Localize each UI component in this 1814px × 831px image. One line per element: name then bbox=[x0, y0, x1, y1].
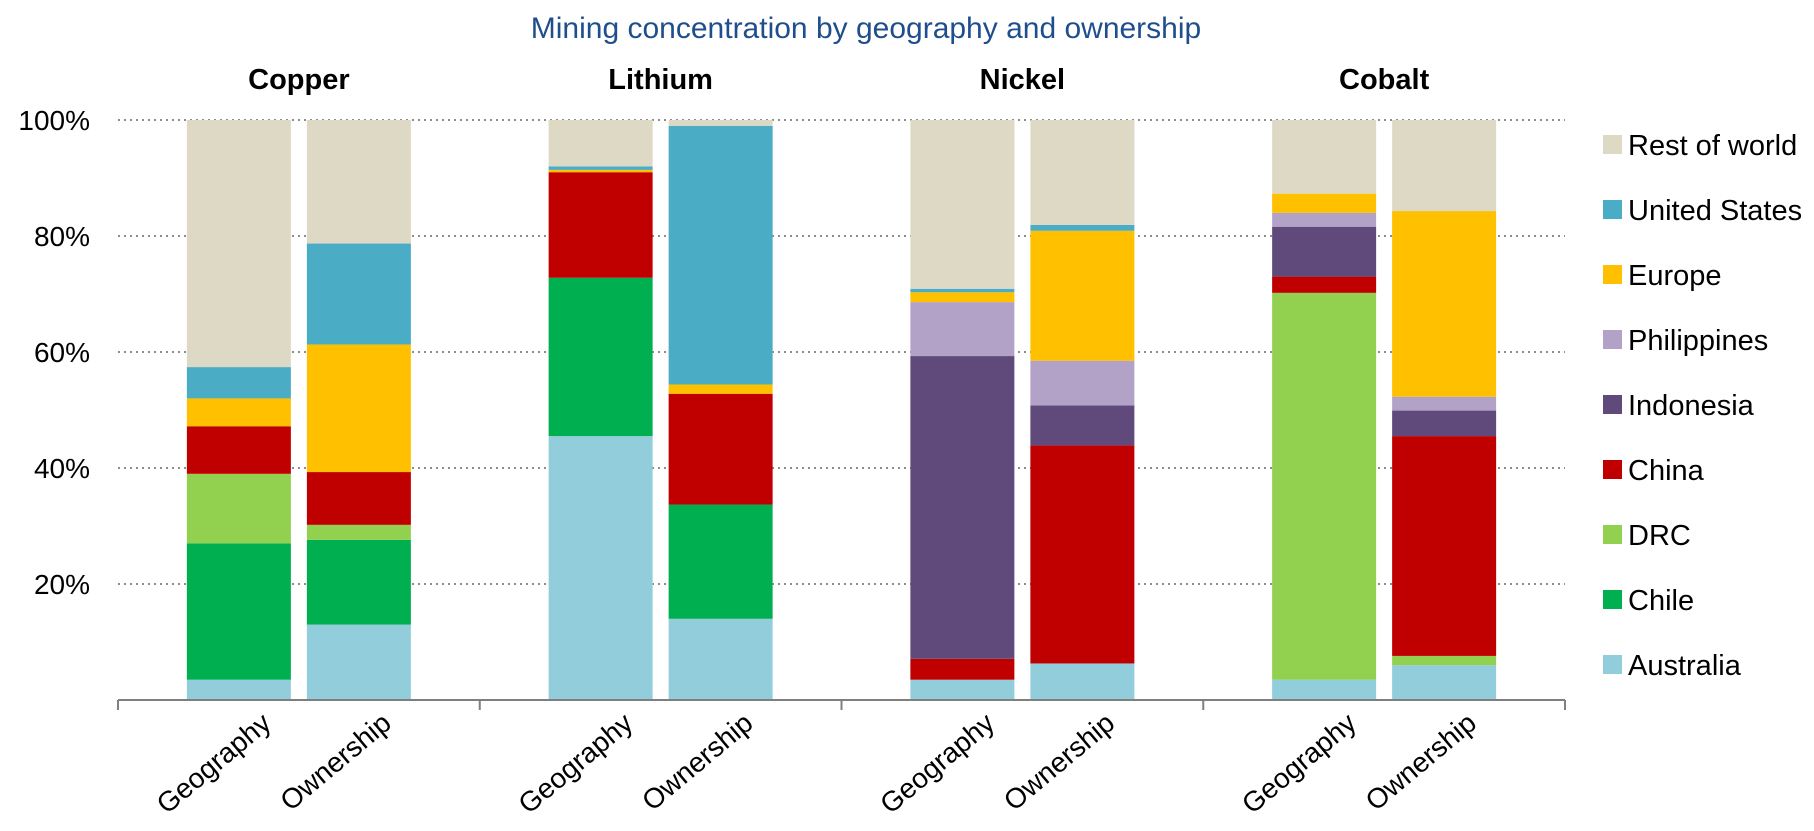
bar-segment bbox=[1272, 276, 1377, 293]
bar-segment bbox=[306, 472, 411, 525]
legend-swatch bbox=[1603, 135, 1622, 154]
bar-segment bbox=[306, 120, 411, 244]
bar-segment bbox=[910, 302, 1015, 357]
bar-segment bbox=[910, 679, 1015, 700]
bar-segment bbox=[668, 504, 773, 619]
legend-swatch bbox=[1603, 395, 1622, 414]
bar-segment bbox=[548, 120, 653, 167]
bar-segment bbox=[1030, 120, 1135, 225]
chart-title: Mining concentration by geography and ow… bbox=[531, 12, 1201, 45]
bar-segment bbox=[306, 539, 411, 625]
y-tick-label: 20% bbox=[34, 569, 90, 600]
bar-segment bbox=[668, 125, 773, 385]
axes bbox=[117, 699, 1566, 710]
group-label: Cobalt bbox=[1339, 64, 1430, 96]
bar-segment bbox=[1392, 436, 1497, 656]
legend-swatch bbox=[1603, 590, 1622, 609]
x-tick-label: Geography bbox=[151, 707, 277, 820]
y-tick-label: 40% bbox=[34, 453, 90, 484]
bar-segment bbox=[1392, 410, 1497, 437]
bar-segment bbox=[1392, 120, 1497, 212]
group-label: Nickel bbox=[980, 64, 1065, 96]
bar-segment bbox=[186, 679, 291, 700]
bar-segment bbox=[186, 367, 291, 399]
legend-label: Indonesia bbox=[1628, 390, 1755, 422]
legend-label: China bbox=[1628, 455, 1705, 487]
legend-swatch bbox=[1603, 525, 1622, 544]
bar-segment bbox=[668, 384, 773, 394]
bar-segment bbox=[910, 658, 1015, 680]
bar-segment bbox=[186, 120, 291, 368]
bar-segment bbox=[1030, 445, 1135, 664]
x-tick-label: Geography bbox=[1236, 707, 1362, 820]
bar-segment bbox=[668, 120, 773, 126]
bar-segment bbox=[910, 120, 1015, 289]
bar-segment bbox=[548, 277, 653, 437]
legend-label: DRC bbox=[1628, 520, 1691, 552]
bar-segment bbox=[1272, 292, 1377, 680]
bar-segment bbox=[910, 292, 1015, 303]
legend-label: United States bbox=[1628, 195, 1802, 227]
bar-segment bbox=[1030, 224, 1135, 231]
bar-segment bbox=[548, 169, 653, 173]
x-tick-label: Ownership bbox=[998, 707, 1120, 817]
group-label: Copper bbox=[248, 64, 350, 96]
bar-segment bbox=[1272, 226, 1377, 277]
bar-segment bbox=[306, 624, 411, 700]
legend-swatch bbox=[1603, 460, 1622, 479]
legend-swatch bbox=[1603, 655, 1622, 674]
bar-segment bbox=[186, 543, 291, 680]
y-tick-label: 60% bbox=[34, 337, 90, 368]
bar-segment bbox=[548, 166, 653, 170]
legend-label: Rest of world bbox=[1628, 130, 1797, 162]
bar-segment bbox=[548, 436, 653, 700]
legend-label: Chile bbox=[1628, 585, 1694, 617]
x-tick-label: Ownership bbox=[1360, 707, 1482, 817]
bar-segment bbox=[1030, 663, 1135, 700]
bar-segment bbox=[186, 398, 291, 427]
bar-segment bbox=[1272, 679, 1377, 700]
bar-segment bbox=[1030, 405, 1135, 446]
bar-segment bbox=[306, 243, 411, 345]
bar-segment bbox=[548, 172, 653, 278]
bar-segment bbox=[1272, 193, 1377, 213]
bar-segment bbox=[306, 524, 411, 540]
bar-segment bbox=[306, 344, 411, 473]
bar-segment bbox=[1392, 665, 1497, 700]
legend-swatch bbox=[1603, 265, 1622, 284]
bar-segment bbox=[910, 356, 1015, 659]
bar-segment bbox=[1272, 212, 1377, 227]
bar-segment bbox=[1392, 396, 1497, 411]
x-tick-label: Ownership bbox=[636, 707, 758, 817]
y-tick-label: 100% bbox=[18, 105, 90, 136]
group-label: Lithium bbox=[608, 64, 713, 96]
legend: Rest of world United States Europe Philippi… bbox=[1603, 130, 1802, 682]
bar-segment bbox=[910, 288, 1015, 293]
bar-segment bbox=[1272, 120, 1377, 194]
bar-segment bbox=[186, 426, 291, 474]
bars bbox=[186, 120, 1497, 700]
bar-segment bbox=[1030, 360, 1135, 406]
bar-segment bbox=[186, 473, 291, 544]
legend-swatch bbox=[1603, 200, 1622, 219]
bar-segment bbox=[1392, 211, 1497, 397]
legend-label: Europe bbox=[1628, 260, 1722, 292]
bar-segment bbox=[1392, 655, 1497, 666]
legend-label: Australia bbox=[1628, 650, 1742, 682]
x-tick-label: Ownership bbox=[274, 707, 396, 817]
legend-swatch bbox=[1603, 330, 1622, 349]
y-tick-label: 80% bbox=[34, 221, 90, 252]
bar-segment bbox=[1030, 230, 1135, 361]
x-tick-label: Geography bbox=[512, 707, 638, 820]
bar-segment bbox=[668, 618, 773, 700]
legend-label: Philippines bbox=[1628, 325, 1768, 357]
bar-segment bbox=[668, 393, 773, 505]
x-tick-label: Geography bbox=[874, 707, 1000, 820]
